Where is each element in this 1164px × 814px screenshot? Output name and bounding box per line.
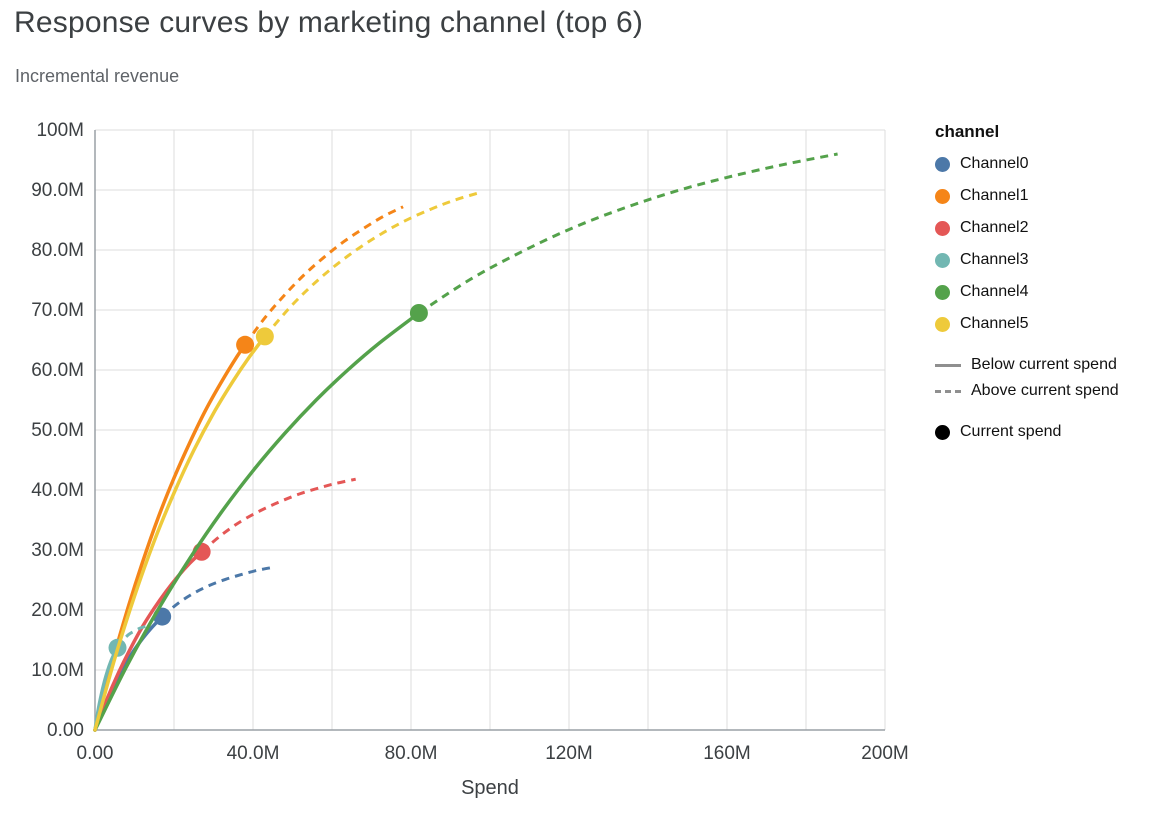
legend-style-label: Above current spend [971,382,1119,399]
legend: channel Channel0 Channel1 Channel2 Channel3… [935,122,1119,448]
current-spend-legend-dot [935,424,950,440]
curve-Channel0-above-current [161,565,274,618]
y-tick-label: 60.0M [31,360,84,381]
legend-marker-item-wrap: Current spend [935,416,1119,448]
y-tick-label: 10.0M [31,660,84,681]
legend-gap [935,340,1119,352]
solid-line-swatch [935,363,961,367]
legend-color-dot-Channel3 [935,252,950,268]
current-spend-marker-Channel5 [255,327,274,346]
y-tick-label: 40.0M [31,480,84,501]
current-spend-marker-Channel1 [236,335,255,354]
legend-item-Channel2: Channel2 [935,212,1119,244]
y-tick-label: 0.00 [47,720,84,741]
y-tick-label: 100M [36,120,84,141]
chart-subtitle: Incremental revenue [15,66,180,86]
legend-item-label: Channel3 [960,251,1029,268]
legend-item-label: Channel4 [960,283,1029,300]
x-tick-label: 80.0M [385,743,438,764]
legend-marker-label: Current spend [960,423,1062,440]
legend-item-Channel5: Channel5 [935,308,1119,340]
curve-Channel5-above-current [263,191,479,338]
legend-style-item-dashed: Above current spend [935,378,1119,404]
x-tick-label: 160M [703,743,751,764]
curve-Channel4-above-current [418,152,838,315]
legend-item-label: Channel1 [960,187,1029,204]
legend-color-dot-Channel1 [935,188,950,204]
legend-item-Channel1: Channel1 [935,180,1119,212]
curve-Channel1-below-current [93,343,247,732]
curve-Channel5-below-current [93,334,267,732]
current-spend-marker-Channel4 [409,304,428,322]
y-tick-label: 20.0M [31,600,84,621]
legend-style-label: Below current spend [971,356,1117,373]
curve-Channel3-above-current [116,624,147,649]
curve-Channel1-above-current [243,205,404,346]
legend-color-dot-Channel2 [935,220,950,236]
curve-Channel2-below-current [93,550,204,732]
legend-style-items: Below current spend Above current spend [935,352,1119,404]
curve-Channel4-below-current [93,311,421,732]
x-axis-title: Spend [461,777,519,799]
legend-color-dot-Channel4 [935,284,950,300]
legend-marker-item: Current spend [935,416,1119,448]
legend-item-label: Channel0 [960,155,1029,172]
chart-title: Response curves by marketing channel (to… [14,6,644,39]
y-tick-label: 50.0M [31,420,84,441]
legend-style-item-solid: Below current spend [935,352,1119,378]
x-tick-label: 40.0M [227,743,280,764]
legend-item-label: Channel2 [960,219,1029,236]
legend-item-Channel0: Channel0 [935,148,1119,180]
x-tick-label: 200M [861,743,909,764]
y-tick-label: 80.0M [31,240,84,261]
legend-color-dot-Channel0 [935,156,950,172]
curve-Channel2-above-current [200,477,357,553]
legend-title: channel [935,122,1000,141]
legend-item-Channel3: Channel3 [935,244,1119,276]
legend-color-dot-Channel5 [935,316,950,332]
legend-item-Channel4: Channel4 [935,276,1119,308]
y-tick-label: 30.0M [31,540,84,561]
y-tick-label: 90.0M [31,180,84,201]
legend-channel-items: Channel0 Channel1 Channel2 Channel3 Channel4… [935,148,1119,340]
dashed-line-swatch [935,389,961,393]
legend-item-label: Channel5 [960,315,1029,332]
legend-gap [935,404,1119,416]
x-tick-label: 0.00 [77,743,114,764]
y-tick-label: 70.0M [31,300,84,321]
x-tick-label: 120M [545,743,593,764]
